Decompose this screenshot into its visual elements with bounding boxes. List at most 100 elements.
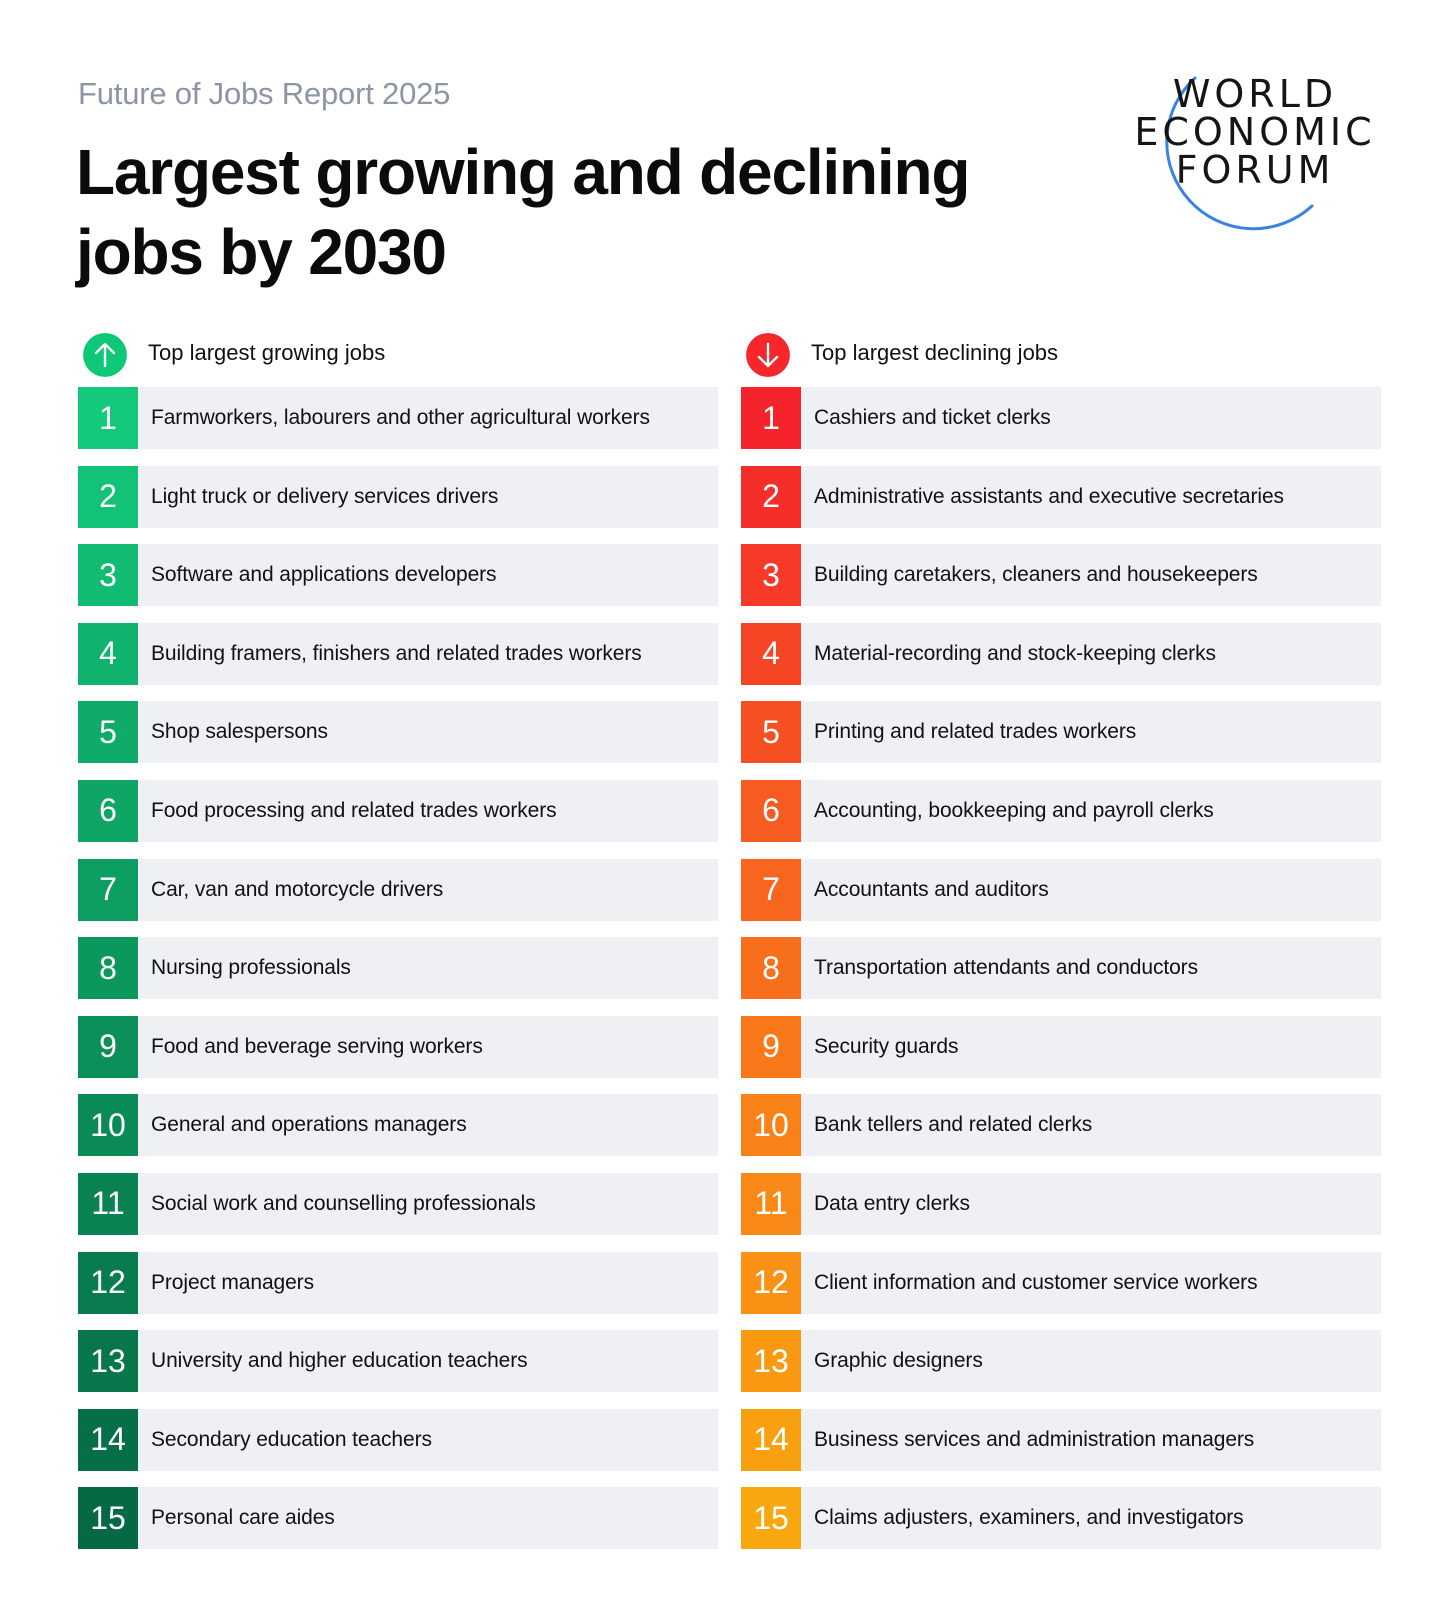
declining-job-row: 15 Claims adjusters, examiners, and inves… — [741, 1487, 1381, 1550]
rank-badge: 5 — [741, 701, 801, 764]
logo-line-economic: ECONOMIC — [1134, 110, 1376, 154]
job-title: Building framers, finishers and related … — [151, 641, 642, 665]
growing-jobs-column: Top largest growing jobs 1 Farmworkers, l… — [78, 330, 718, 1550]
rank-badge: 10 — [78, 1094, 138, 1157]
declining-job-row: 11 Data entry clerks — [741, 1172, 1381, 1235]
declining-job-row: 3 Building caretakers, cleaners and house… — [741, 544, 1381, 607]
rank-badge: 11 — [741, 1172, 801, 1235]
rank-badge: 4 — [741, 622, 801, 685]
growing-job-row: 3 Software and applications developers — [78, 544, 718, 607]
rank-badge: 15 — [78, 1487, 138, 1550]
growing-job-row: 6 Food processing and related trades work… — [78, 779, 718, 842]
job-title: Farmworkers, labourers and other agricul… — [151, 406, 650, 429]
job-title: Car, van and motorcycle drivers — [151, 877, 444, 901]
rank-badge: 8 — [741, 937, 801, 1000]
job-title: Client information and customer service … — [814, 1270, 1258, 1294]
job-title: Administrative assistants and executive … — [814, 484, 1284, 508]
job-title: General and operations managers — [151, 1113, 467, 1137]
declining-jobs-header: Top largest declining jobs — [741, 330, 1381, 378]
job-title: Shop salespersons — [151, 720, 328, 744]
declining-job-row: 5 Printing and related trades workers — [741, 701, 1381, 764]
logo-arc-icon — [1165, 76, 1314, 231]
arrow-down-icon — [746, 333, 790, 377]
job-title: Project managers — [151, 1270, 314, 1294]
rank-badge: 1 — [78, 387, 138, 449]
job-title: Personal care aides — [151, 1506, 335, 1530]
growing-jobs-header: Top largest growing jobs — [78, 330, 718, 378]
job-title: Transportation attendants and conductors — [814, 956, 1198, 980]
rank-badge: 6 — [78, 779, 138, 842]
job-title: Food and beverage serving workers — [151, 1034, 483, 1058]
rank-badge: 12 — [741, 1251, 801, 1314]
rank-badge: 3 — [741, 544, 801, 607]
declining-job-row: 9 Security guards — [741, 1015, 1381, 1078]
rank-badge: 2 — [741, 465, 801, 528]
declining-jobs-column: Top largest declining jobs 1 Cashiers and… — [741, 330, 1381, 1550]
growing-jobs-list: 1 Farmworkers, labourers and other agricu… — [78, 387, 718, 1566]
logo-line-world: WORLD — [1172, 72, 1338, 116]
rank-badge: 14 — [741, 1408, 801, 1471]
growing-job-row: 5 Shop salespersons — [78, 701, 718, 764]
declining-job-row: 1 Cashiers and ticket clerks — [741, 387, 1381, 449]
declining-job-row: 12 Client information and customer servic… — [741, 1251, 1381, 1314]
job-title: Business services and administration man… — [814, 1427, 1255, 1451]
declining-job-row: 14 Business services and administration m… — [741, 1408, 1381, 1471]
rank-badge: 11 — [78, 1172, 138, 1235]
growing-job-row: 10 General and operations managers — [78, 1094, 718, 1157]
rank-badge: 4 — [78, 622, 138, 685]
growing-job-row: 8 Nursing professionals — [78, 937, 718, 1000]
job-title: Nursing professionals — [151, 956, 351, 980]
rank-badge: 9 — [741, 1015, 801, 1078]
rank-badge: 5 — [78, 701, 138, 764]
growing-job-row: 9 Food and beverage serving workers — [78, 1015, 718, 1078]
job-title: Data entry clerks — [814, 1191, 970, 1215]
job-title: Software and applications developers — [151, 563, 497, 587]
rank-badge: 7 — [78, 858, 138, 921]
growing-job-row: 4 Building framers, finishers and related… — [78, 622, 718, 685]
job-title: Material-recording and stock-keeping cle… — [814, 641, 1216, 665]
rank-badge: 9 — [78, 1015, 138, 1078]
job-title: Accounting, bookkeeping and payroll cler… — [814, 798, 1214, 822]
rank-badge: 7 — [741, 858, 801, 921]
report-kicker: Future of Jobs Report 2025 — [78, 76, 451, 111]
rank-badge: 6 — [741, 779, 801, 842]
rank-badge: 8 — [78, 937, 138, 1000]
job-title: Accountants and auditors — [814, 877, 1049, 901]
declining-job-row: 8 Transportation attendants and conductor… — [741, 937, 1381, 1000]
rank-badge: 13 — [741, 1330, 801, 1393]
job-title: Cashiers and ticket clerks — [814, 406, 1051, 429]
job-title: Building caretakers, cleaners and housek… — [814, 563, 1258, 587]
declining-job-row: 6 Accounting, bookkeeping and payroll cle… — [741, 779, 1381, 842]
job-title: Printing and related trades workers — [814, 720, 1137, 744]
page-title: Largest growing and declining jobs by 20… — [76, 136, 970, 288]
rank-badge: 2 — [78, 465, 138, 528]
declining-job-row: 7 Accountants and auditors — [741, 858, 1381, 921]
declining-job-row: 4 Material-recording and stock-keeping cl… — [741, 622, 1381, 685]
declining-jobs-heading: Top largest declining jobs — [811, 340, 1059, 365]
declining-job-row: 13 Graphic designers — [741, 1330, 1381, 1393]
job-title: Claims adjusters, examiners, and investi… — [814, 1506, 1244, 1530]
growing-job-row: 12 Project managers — [78, 1251, 718, 1314]
growing-job-row: 15 Personal care aides — [78, 1487, 718, 1550]
job-title: Graphic designers — [814, 1349, 983, 1373]
rank-badge: 3 — [78, 544, 138, 607]
declining-job-row: 10 Bank tellers and related clerks — [741, 1094, 1381, 1157]
wef-logo: WORLD ECONOMIC FORUM — [1120, 72, 1390, 232]
job-title: Social work and counselling professional… — [151, 1191, 536, 1215]
job-title: Secondary education teachers — [151, 1427, 432, 1451]
job-title: Bank tellers and related clerks — [814, 1113, 1093, 1137]
arrow-up-icon — [83, 333, 127, 377]
growing-job-row: 2 Light truck or delivery services driver… — [78, 465, 718, 528]
growing-job-row: 13 University and higher education teache… — [78, 1330, 718, 1393]
rank-badge: 15 — [741, 1487, 801, 1550]
job-title: Security guards — [814, 1034, 959, 1058]
growing-job-row: 11 Social work and counselling profession… — [78, 1172, 718, 1235]
rank-badge: 12 — [78, 1251, 138, 1314]
declining-jobs-list: 1 Cashiers and ticket clerks 2 Administrati… — [741, 387, 1381, 1566]
growing-job-row: 1 Farmworkers, labourers and other agricu… — [78, 387, 718, 449]
rank-badge: 10 — [741, 1094, 801, 1157]
rank-badge: 13 — [78, 1330, 138, 1393]
job-title: Light truck or delivery services drivers — [151, 484, 499, 508]
logo-line-forum: FORUM — [1175, 148, 1335, 192]
rank-badge: 14 — [78, 1408, 138, 1471]
